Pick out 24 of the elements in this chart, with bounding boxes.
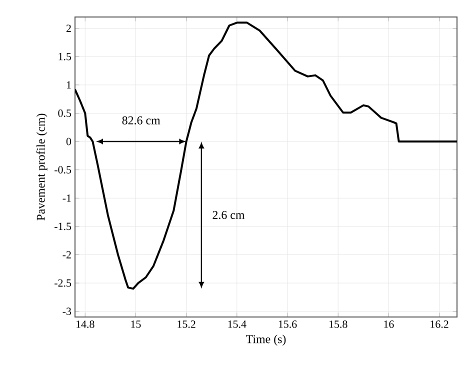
y-tick-label: -1 <box>62 194 71 202</box>
annotation: 2.6 cm <box>212 210 245 220</box>
y-tick-label: 0.5 <box>58 110 72 117</box>
y-tick-label: -2 <box>62 251 71 258</box>
x-tick-label: 15.8 <box>329 320 348 328</box>
x-tick-label: 16 <box>384 320 394 328</box>
x-tick-label: 15.4 <box>228 320 246 328</box>
y-tick-label: -3 <box>62 308 72 316</box>
y-tick-label: 0 <box>66 138 72 146</box>
y-tick-label: 1.5 <box>58 52 72 60</box>
x-tick-label: 15.2 <box>178 320 196 328</box>
y-tick-label: -2.5 <box>54 279 72 287</box>
y-tick-label: 1 <box>66 81 71 89</box>
x-tick-label: 15.6 <box>278 320 297 328</box>
x-tick-label: 15 <box>131 320 141 328</box>
x-tick-label: 14.8 <box>76 320 94 328</box>
line-series <box>75 22 458 290</box>
y-tick-label: 2 <box>66 24 71 32</box>
annotation: 82.6 cm <box>122 116 160 124</box>
y-tick-label: -1.5 <box>54 222 72 230</box>
x-axis-title: Time (s) <box>246 334 286 346</box>
y-tick-label: -0.5 <box>54 166 72 174</box>
x-tick-label: 16.2 <box>430 320 448 328</box>
y-axis-title: Pavement profile (cm) <box>36 114 48 220</box>
